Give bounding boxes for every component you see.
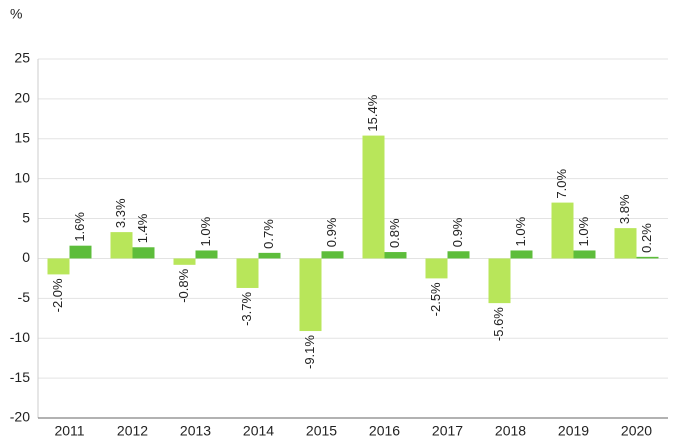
bar	[614, 228, 637, 259]
data-label: -9.1%	[302, 335, 317, 369]
data-label: 1.6%	[72, 212, 87, 242]
y-tick-label: 15	[14, 129, 30, 145]
y-tick-label: 0	[22, 249, 30, 265]
bar	[384, 252, 407, 259]
data-label: 1.0%	[198, 216, 213, 246]
data-label: 0.7%	[261, 219, 276, 249]
data-label: 0.2%	[639, 223, 654, 253]
x-tick-label: 2013	[180, 423, 211, 439]
y-tick-label: 10	[14, 169, 30, 185]
bar	[510, 250, 533, 259]
bar	[236, 258, 259, 288]
bar	[173, 258, 196, 265]
data-label: 7.0%	[554, 169, 569, 199]
bar	[573, 250, 596, 259]
bar	[636, 256, 659, 259]
data-label: -0.8%	[176, 268, 191, 302]
x-tick-label: 2012	[117, 423, 148, 439]
x-tick-label: 2011	[54, 423, 84, 439]
x-tick-label: 2018	[495, 423, 526, 439]
data-label: 0.8%	[387, 218, 402, 248]
bar	[362, 135, 385, 259]
y-tick-label: 25	[14, 50, 30, 66]
bar	[110, 232, 133, 259]
data-label: 1.0%	[513, 216, 528, 246]
bar	[425, 258, 448, 279]
data-label: -5.6%	[491, 307, 506, 341]
bar	[47, 258, 70, 275]
y-tick-label: 20	[14, 90, 30, 106]
bar	[447, 251, 470, 259]
data-label: 3.8%	[617, 194, 632, 224]
y-axis-label: %	[10, 6, 22, 22]
data-label: 3.3%	[113, 198, 128, 228]
y-tick-label: 5	[22, 209, 30, 225]
x-tick-label: 2020	[621, 423, 652, 439]
data-label: 0.9%	[450, 217, 465, 247]
data-label: 1.0%	[576, 216, 591, 246]
bar	[551, 202, 574, 259]
bar	[321, 251, 344, 259]
data-label: -2.0%	[50, 278, 65, 312]
bar	[132, 247, 155, 259]
x-tick-label: 2014	[243, 423, 274, 439]
y-tick-label: -15	[10, 369, 30, 385]
bar	[258, 252, 281, 259]
y-tick-label: -10	[10, 329, 30, 345]
y-tick-label: -20	[10, 409, 30, 425]
bar	[299, 258, 322, 332]
bar	[69, 245, 92, 259]
data-label: -2.5%	[428, 282, 443, 316]
data-label: 15.4%	[365, 94, 380, 131]
bar	[488, 258, 511, 304]
bar	[195, 250, 218, 259]
x-tick-label: 2017	[432, 423, 463, 439]
x-tick-label: 2019	[558, 423, 589, 439]
data-label: 0.9%	[324, 217, 339, 247]
y-tick-label: -5	[18, 289, 31, 305]
x-tick-label: 2015	[306, 423, 337, 439]
data-label: -3.7%	[239, 292, 254, 326]
data-label: 1.4%	[135, 213, 150, 243]
x-tick-label: 2016	[369, 423, 400, 439]
